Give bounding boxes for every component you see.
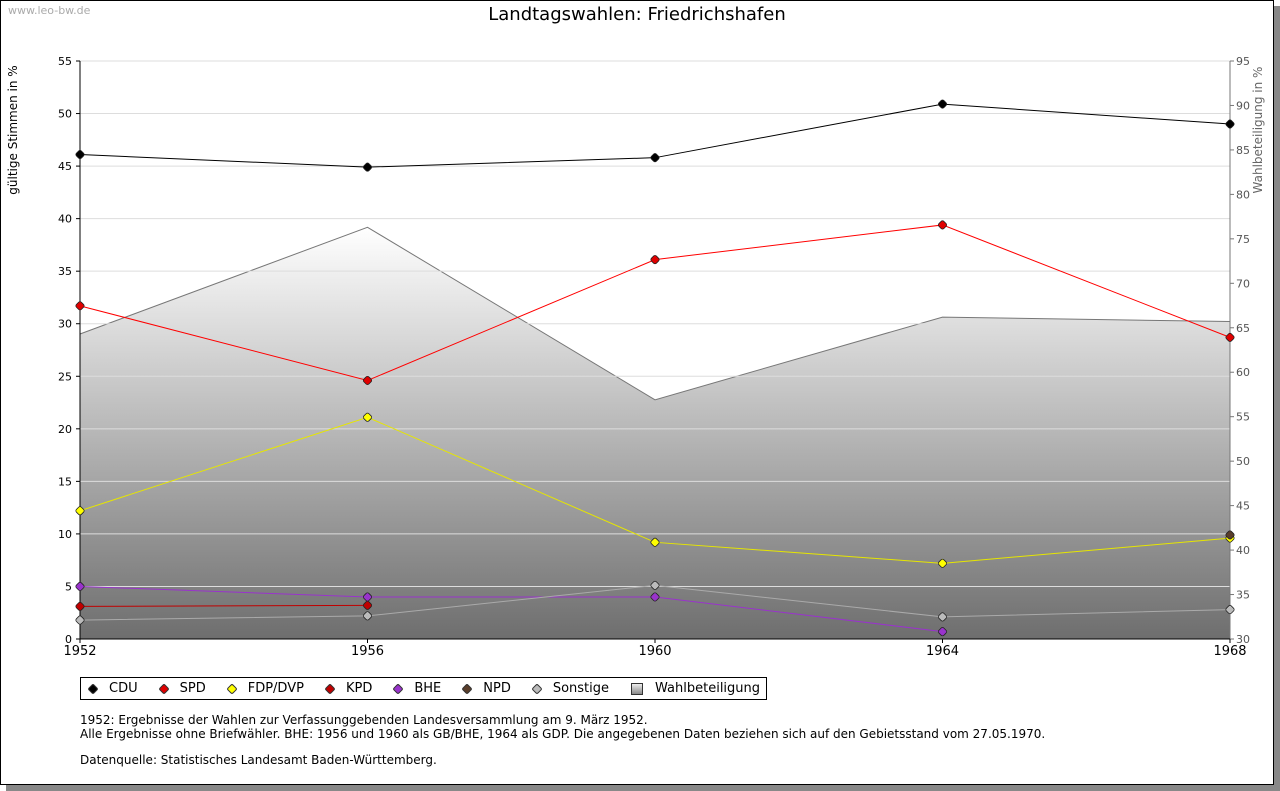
legend-marker-icon	[461, 682, 473, 695]
y-tick-label: 35	[58, 265, 72, 278]
legend-item-fdp-dvp: FDP/DVP	[226, 681, 304, 696]
legend-marker-icon	[324, 682, 336, 695]
legend-item-bhe: BHE	[392, 681, 442, 696]
y-tick-label: 5	[65, 580, 72, 593]
x-tick-label: 1952	[63, 644, 96, 659]
cdu-point	[650, 153, 660, 163]
fdp-dvp-point	[362, 412, 373, 422]
y2-tick-label: 90	[1236, 99, 1250, 112]
fdp-dvp-point	[937, 558, 948, 568]
y-tick-label: 25	[58, 370, 72, 383]
y-tick-label: 15	[58, 475, 72, 488]
cdu-point	[1225, 119, 1235, 129]
y2-tick-label: 80	[1236, 188, 1250, 201]
legend-label: SPD	[179, 681, 206, 696]
legend-label: CDU	[109, 681, 138, 696]
legend-marker-icon	[226, 682, 238, 695]
legend-marker-icon	[157, 682, 170, 695]
sonstige-point	[1225, 605, 1235, 615]
y-tick-label: 10	[58, 528, 72, 541]
spd-point	[75, 301, 85, 311]
legend-marker-icon	[392, 682, 404, 695]
bhe-point	[937, 627, 948, 637]
cdu-point	[937, 99, 948, 109]
legend-item-npd: NPD	[461, 681, 511, 696]
legend-item-wahlbeteiligung: Wahlbeteiligung	[631, 681, 760, 696]
y-tick-label: 30	[58, 318, 72, 331]
y-tick-label: 40	[58, 213, 72, 226]
y2-tick-label: 60	[1236, 366, 1250, 379]
note-source: Datenquelle: Statistisches Landesamt Bad…	[80, 753, 437, 767]
legend-marker-icon	[531, 682, 543, 695]
y-tick-label: 45	[58, 160, 72, 173]
turnout-area	[80, 227, 1230, 640]
x-tick-label: 1960	[638, 644, 671, 659]
x-tick-label: 1968	[1213, 644, 1246, 659]
note-briefwaehler: Alle Ergebnisse ohne Briefwähler. BHE: 1…	[80, 727, 1046, 741]
note-1952: 1952: Ergebnisse der Wahlen zur Verfassu…	[80, 713, 648, 727]
legend-label: Wahlbeteiligung	[655, 681, 761, 696]
legend-label: BHE	[414, 681, 442, 696]
cdu-point	[75, 150, 85, 160]
y2-tick-label: 95	[1236, 55, 1250, 68]
legend-label: FDP/DVP	[247, 681, 304, 696]
legend: CDU SPD FDP/DVP KPD BHE NPD Sonstige Wahlbeteil…	[80, 677, 768, 700]
y2-tick-label: 50	[1236, 455, 1250, 468]
legend-label: NPD	[483, 681, 511, 696]
y-tick-label: 55	[58, 55, 72, 68]
sonstige-point	[937, 612, 948, 622]
chart-title: Landtagswahlen: Friedrichshafen	[488, 4, 786, 25]
legend-item-spd: SPD	[157, 681, 206, 696]
y2-tick-label: 65	[1236, 322, 1250, 335]
watermark: www.leo-bw.de	[8, 4, 91, 17]
bhe-line	[79, 585, 943, 633]
bhe-point	[650, 592, 660, 602]
y2-tick-label: 45	[1236, 500, 1250, 513]
x-tick-label: 1964	[926, 644, 959, 659]
turnout-line	[79, 226, 1231, 401]
npd-point	[1225, 530, 1235, 540]
y-tick-label: 50	[58, 108, 72, 121]
fdp-dvp-point	[75, 506, 85, 516]
cdu-point	[362, 162, 373, 172]
y2-tick-label: 40	[1236, 544, 1250, 557]
y2-tick-label: 75	[1236, 233, 1250, 246]
chart-plot: 0 5 10 15 20 25 30 35 40 45 50 55 30 35 40 45 50 55 60 65 70…	[6, 55, 1265, 659]
bhe-point	[75, 581, 85, 591]
legend-square-icon	[631, 682, 644, 695]
sonstige-point	[362, 611, 373, 621]
kpd-point	[75, 601, 85, 611]
spd-point	[362, 375, 373, 385]
y2-axis-label: Wahlbeteiligung in %	[1251, 67, 1265, 194]
x-tick-label: 1956	[351, 644, 384, 659]
notes: 1952: Ergebnisse der Wahlen zur Verfassu…	[80, 713, 1045, 767]
legend-item-sonstige: Sonstige	[531, 681, 610, 696]
bhe-point	[362, 592, 373, 602]
kpd-line	[79, 604, 368, 607]
y2-tick-label: 85	[1236, 144, 1250, 157]
legend-item-kpd: KPD	[324, 681, 373, 696]
y-tick-label: 20	[58, 423, 72, 436]
spd-point	[1225, 332, 1235, 342]
kpd-point	[362, 600, 373, 610]
fdp-dvp-point	[650, 537, 660, 547]
sonstige-point	[75, 615, 85, 625]
spd-point	[650, 255, 660, 265]
spd-point	[937, 220, 948, 230]
y2-tick-label: 55	[1236, 411, 1250, 424]
y-axis-label: gültige Stimmen in %	[6, 65, 20, 194]
y2-tick-label: 35	[1236, 589, 1250, 602]
y-tick-label: 0	[65, 633, 72, 646]
legend-label: Sonstige	[552, 681, 610, 696]
legend-item-cdu: CDU	[87, 681, 138, 696]
y2-tick-label: 70	[1236, 277, 1250, 290]
sonstige-point	[650, 580, 660, 590]
legend-label: KPD	[345, 681, 373, 696]
legend-marker-icon	[87, 682, 99, 695]
y2-tick-label: 30	[1236, 633, 1250, 646]
